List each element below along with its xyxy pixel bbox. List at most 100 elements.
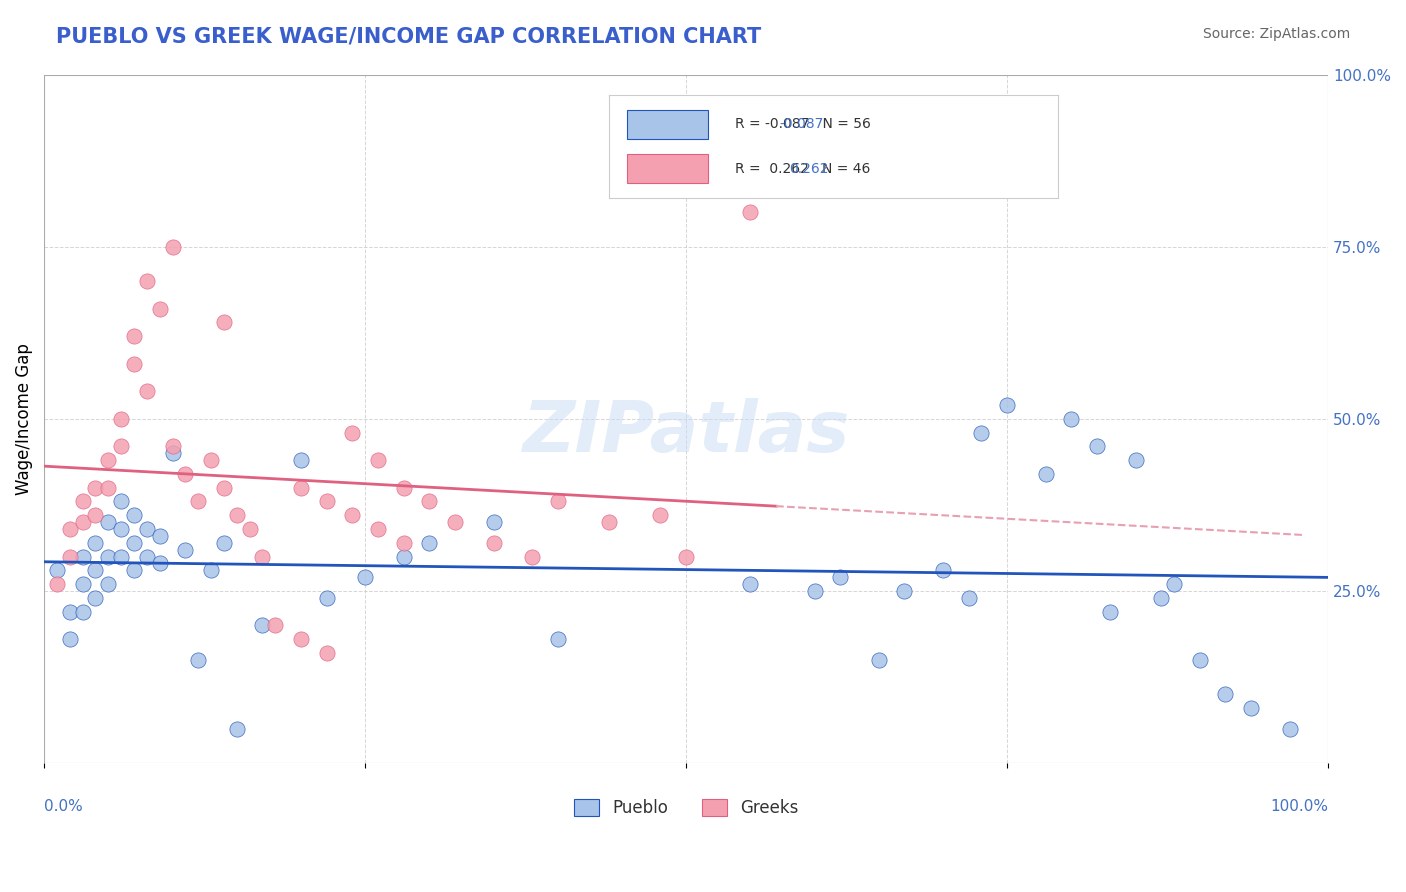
Point	[392, 535, 415, 549]
Point	[122, 563, 145, 577]
Point	[1035, 467, 1057, 481]
Text: ZIPatlas: ZIPatlas	[523, 398, 849, 467]
Point	[84, 508, 107, 523]
Point	[225, 508, 247, 523]
Point	[72, 515, 94, 529]
Point	[367, 453, 389, 467]
Point	[1150, 591, 1173, 605]
Point	[46, 563, 69, 577]
Point	[162, 439, 184, 453]
Point	[72, 577, 94, 591]
Point	[932, 563, 955, 577]
Point	[149, 301, 172, 316]
Point	[830, 570, 852, 584]
Point	[482, 515, 505, 529]
Point	[84, 591, 107, 605]
Point	[970, 425, 993, 440]
Point	[252, 549, 274, 564]
Point	[59, 632, 82, 647]
Point	[957, 591, 980, 605]
Point	[59, 522, 82, 536]
Point	[110, 412, 132, 426]
Point	[264, 618, 287, 632]
Text: 0.0%: 0.0%	[44, 799, 83, 814]
Point	[135, 274, 157, 288]
Point	[162, 446, 184, 460]
Point	[1098, 605, 1121, 619]
Point	[893, 584, 915, 599]
Point	[740, 205, 762, 219]
Text: PUEBLO VS GREEK WAGE/INCOME GAP CORRELATION CHART: PUEBLO VS GREEK WAGE/INCOME GAP CORRELAT…	[56, 27, 762, 46]
Point	[1125, 453, 1147, 467]
Point	[122, 357, 145, 371]
Point	[212, 535, 235, 549]
Point	[72, 549, 94, 564]
Point	[187, 494, 209, 508]
Point	[84, 535, 107, 549]
Point	[149, 557, 172, 571]
Point	[72, 605, 94, 619]
Point	[46, 577, 69, 591]
Point	[84, 481, 107, 495]
Point	[675, 549, 697, 564]
Point	[97, 549, 120, 564]
Point	[342, 508, 364, 523]
Point	[315, 646, 337, 660]
Point	[1085, 439, 1108, 453]
Point	[187, 653, 209, 667]
Point	[315, 591, 337, 605]
Point	[1215, 687, 1237, 701]
Point	[135, 522, 157, 536]
Point	[740, 577, 762, 591]
Point	[315, 494, 337, 508]
Point	[803, 584, 825, 599]
Point	[1188, 653, 1211, 667]
Point	[1278, 722, 1301, 736]
Text: Source: ZipAtlas.com: Source: ZipAtlas.com	[1202, 27, 1350, 41]
Point	[135, 384, 157, 399]
Point	[392, 481, 415, 495]
Point	[162, 240, 184, 254]
Text: 100.0%: 100.0%	[1270, 799, 1329, 814]
Point	[392, 549, 415, 564]
Y-axis label: Wage/Income Gap: Wage/Income Gap	[15, 343, 32, 495]
Point	[444, 515, 467, 529]
Point	[868, 653, 890, 667]
Point	[212, 315, 235, 329]
Point	[212, 481, 235, 495]
Point	[598, 515, 620, 529]
Point	[110, 494, 132, 508]
Point	[200, 563, 222, 577]
Point	[97, 515, 120, 529]
Point	[110, 549, 132, 564]
Point	[174, 467, 197, 481]
Point	[252, 618, 274, 632]
Point	[650, 508, 672, 523]
Point	[238, 522, 260, 536]
Point	[367, 522, 389, 536]
Point	[1163, 577, 1185, 591]
Point	[59, 605, 82, 619]
Point	[97, 577, 120, 591]
Point	[122, 329, 145, 343]
Point	[290, 481, 312, 495]
Point	[149, 529, 172, 543]
Point	[200, 453, 222, 467]
Point	[110, 522, 132, 536]
Point	[174, 542, 197, 557]
Point	[97, 453, 120, 467]
Point	[547, 632, 569, 647]
Point	[995, 398, 1018, 412]
Point	[122, 508, 145, 523]
Point	[418, 535, 440, 549]
Point	[59, 549, 82, 564]
Point	[354, 570, 377, 584]
Legend: Pueblo, Greeks: Pueblo, Greeks	[568, 792, 804, 823]
Point	[547, 494, 569, 508]
Point	[1060, 412, 1083, 426]
Point	[122, 535, 145, 549]
Point	[84, 563, 107, 577]
Point	[97, 481, 120, 495]
Point	[225, 722, 247, 736]
Point	[110, 439, 132, 453]
